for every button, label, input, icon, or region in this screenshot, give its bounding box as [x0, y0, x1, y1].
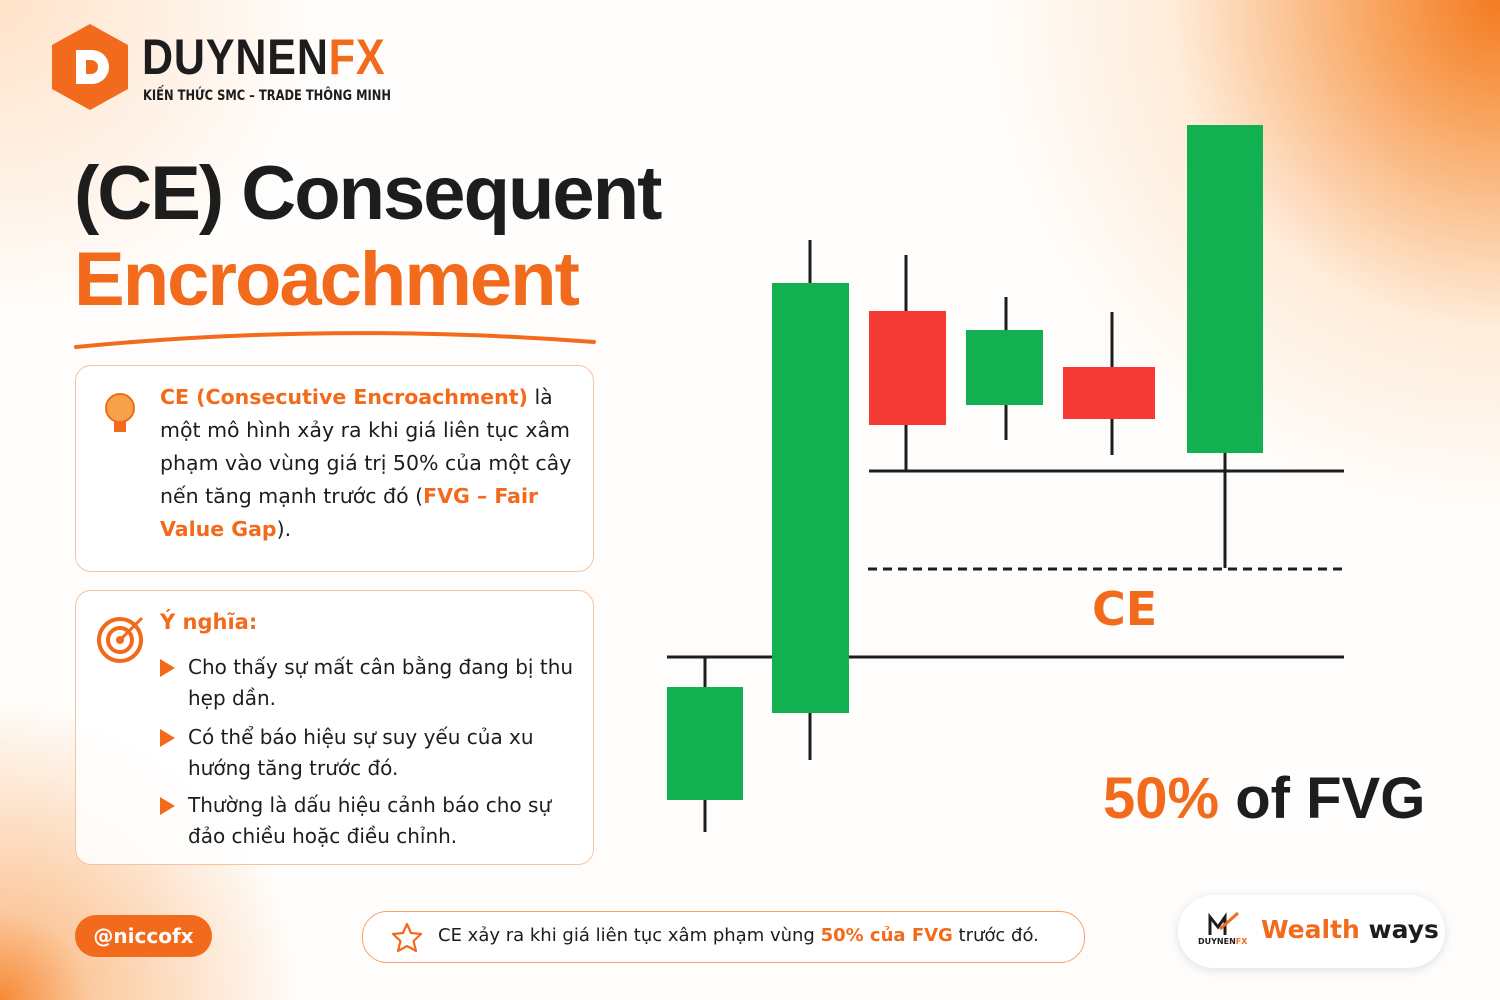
meaning-item-text: Thường là dấu hiệu cảnh báo cho sự đảo c… — [188, 793, 552, 848]
logo-letter — [76, 50, 109, 84]
badge-text-accent: Wealth — [1261, 915, 1360, 944]
bull-candle — [1187, 125, 1263, 453]
bullet — [160, 797, 175, 815]
bear-candle — [1063, 367, 1155, 419]
badge-text: Wealth ways — [1261, 915, 1439, 944]
candlestick-diagram — [667, 125, 1344, 832]
meaning-item: Cho thấy sự mất cân bằng đang bị thu hẹp… — [160, 652, 588, 714]
definition-card — [75, 365, 594, 572]
meaning-item-text: Có thể báo hiệu sự suy yếu của xu hướng … — [188, 725, 534, 780]
underline-stroke — [74, 331, 596, 349]
brand-name-main: DUYNEN — [142, 29, 329, 85]
target-ring — [106, 626, 134, 654]
bear-candle — [869, 311, 946, 425]
definition-text: CE (Consecutive Encroachment) là một mô … — [160, 381, 580, 546]
diagram-content — [667, 125, 1344, 832]
title-line-1: (CE) Consequent — [74, 151, 662, 236]
text-segment: ). — [276, 517, 292, 541]
bull-candle — [772, 283, 849, 713]
badge-icon — [1208, 911, 1239, 935]
footer-note: CE xảy ra khi giá liên tục xâm phạm vùng… — [362, 911, 1085, 963]
logo-hexagon — [52, 24, 128, 110]
text-segment: là một mô hình xảy ra khi giá liên tục x… — [160, 385, 572, 508]
bulb-icon — [105, 393, 135, 432]
bulb-glass — [105, 393, 135, 423]
bullet — [160, 659, 175, 677]
bull-candle — [966, 330, 1043, 405]
meaning-item-text: Cho thấy sự mất cân bằng đang bị thu hẹp… — [188, 655, 574, 710]
badge-text-rest: ways — [1368, 915, 1439, 944]
badge-logo-main: DUYNEN — [1198, 937, 1236, 946]
target-icon — [97, 616, 144, 663]
badge-logo: DUYNENFX — [1198, 937, 1247, 946]
footer-text: CE xảy ra khi giá liên tục xâm phạm vùng… — [438, 925, 1039, 946]
meaning-item: Có thể báo hiệu sự suy yếu của xu hướng … — [160, 722, 588, 784]
badge-logo-accent: FX — [1235, 937, 1248, 946]
logo-icon — [52, 24, 128, 110]
highlight-text: CE (Consecutive Encroachment) — [160, 385, 528, 409]
text-segment: CE xảy ra khi giá liên tục xâm phạm vùng — [438, 925, 821, 946]
star-outline — [391, 922, 423, 952]
highlight-text: FVG – Fair Value Gap — [160, 484, 539, 541]
brand-name-accent: FX — [328, 29, 386, 85]
meaning-heading: Ý nghĩa: — [160, 610, 258, 634]
bull-candle — [667, 687, 743, 800]
badge-arrow — [1219, 911, 1239, 931]
target-arrow — [118, 616, 144, 642]
brand-badge: DUYNENFX Wealth ways — [1178, 895, 1445, 968]
ce-label: CE — [1092, 582, 1158, 636]
bulb-base — [114, 422, 126, 432]
bullet — [160, 729, 175, 747]
target-ring — [97, 617, 143, 663]
caption-rest: of FVG — [1235, 766, 1426, 831]
meaning-item: Thường là dấu hiệu cảnh báo cho sự đảo c… — [160, 790, 588, 852]
highlight-text: 50% của FVG — [820, 925, 953, 946]
title-line-2: Encroachment — [74, 237, 580, 322]
social-handle: @niccofx — [75, 915, 212, 957]
brand-tagline: KIẾN THỨC SMC – TRADE THÔNG MINH — [143, 88, 391, 104]
text-segment: trước đó. — [952, 925, 1039, 946]
caption-accent: 50% — [1103, 766, 1220, 831]
brand-name: DUYNENFX — [142, 28, 385, 86]
title-underline — [74, 331, 596, 349]
star-icon — [391, 922, 423, 952]
meaning-card — [75, 590, 594, 865]
fvg-caption: 50% of FVG — [1103, 765, 1425, 832]
